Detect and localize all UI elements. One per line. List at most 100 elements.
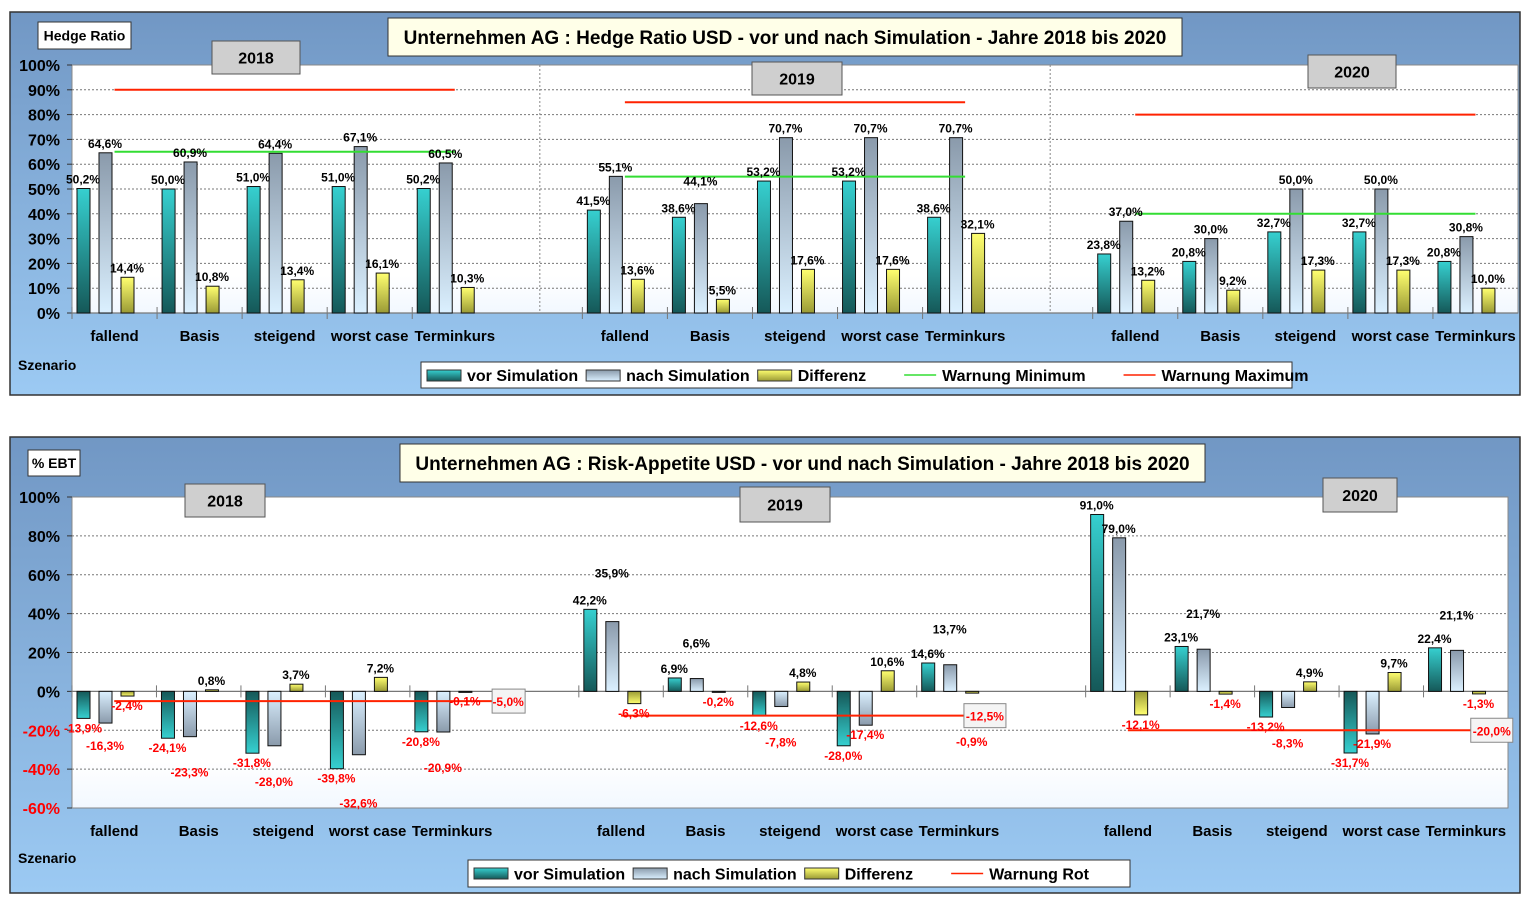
data-label: 50,0% — [1279, 173, 1313, 187]
bar-diff — [1396, 269, 1411, 314]
category-label: steigend — [252, 823, 314, 840]
bar-vor — [586, 209, 601, 314]
bar-vor — [1259, 690, 1274, 718]
data-label: -0,1% — [449, 695, 481, 709]
data-label: 53,2% — [832, 165, 866, 179]
data-label: 60,5% — [428, 147, 462, 161]
data-label: -28,0% — [824, 749, 862, 763]
legend-label: vor Simulation — [514, 867, 625, 884]
data-label: -1,4% — [1209, 697, 1241, 711]
bar-nach — [943, 664, 958, 692]
data-label: 41,5% — [576, 194, 610, 208]
y-tick-label: 60% — [28, 568, 60, 585]
category-label: worst case — [840, 328, 919, 345]
legend-label: Differenz — [845, 867, 913, 884]
legend-label: vor Simulation — [467, 368, 578, 385]
data-label: 13,6% — [620, 263, 654, 277]
bar-vor — [1428, 647, 1443, 692]
y-tick-label: 100% — [19, 58, 60, 75]
data-label: 60,9% — [173, 146, 207, 160]
data-label: 38,6% — [917, 201, 951, 215]
bar-diff — [711, 690, 726, 693]
data-label: -13,2% — [1247, 720, 1285, 734]
legend-label: Differenz — [798, 368, 866, 385]
legend-item: Warnung Minimum — [904, 368, 1086, 385]
data-label: 14,4% — [110, 261, 144, 275]
category-label: fallend — [90, 823, 138, 840]
year-label: 2020 — [1342, 488, 1378, 505]
bar-diff — [1311, 269, 1326, 314]
y-tick-label: -20% — [23, 723, 60, 740]
data-label: 17,3% — [1386, 254, 1420, 268]
year-label: 2019 — [767, 498, 803, 515]
legend-swatch — [632, 867, 668, 880]
data-label: 38,6% — [661, 201, 695, 215]
category-label: Basis — [180, 328, 220, 345]
year-label: 2020 — [1334, 65, 1370, 82]
category-label: fallend — [597, 823, 645, 840]
chart-title-box — [387, 17, 1183, 57]
category-label: Basis — [690, 328, 730, 345]
y-tick-label: -60% — [23, 801, 60, 818]
bar-vor — [1182, 260, 1197, 314]
hedge-ratio-chart: 0% 10% 20% 30% 40% 50% 60% 70% 80% 90% 100% Unterne… — [9, 11, 1521, 396]
data-label: 22,4% — [1418, 632, 1452, 646]
data-label: -31,7% — [1331, 756, 1369, 770]
bar-diff — [205, 285, 220, 314]
category-label: Terminkurs — [925, 328, 1006, 345]
category-label: steigend — [764, 328, 826, 345]
bar-nach — [436, 690, 451, 733]
data-label: 53,2% — [746, 165, 780, 179]
data-label: 55,1% — [598, 160, 632, 174]
bar-diff — [630, 278, 645, 314]
data-label: 23,8% — [1087, 238, 1121, 252]
category-label: Terminkurs — [1425, 823, 1506, 840]
category-label: fallend — [1104, 823, 1152, 840]
data-label: 13,2% — [1131, 264, 1165, 278]
category-label: Terminkurs — [919, 823, 1000, 840]
bar-diff — [460, 286, 475, 314]
data-label: -1,3% — [1463, 697, 1495, 711]
year-label-box — [1307, 54, 1397, 89]
bar-vor — [1097, 253, 1112, 314]
y-axis-title: % EBT — [32, 455, 77, 471]
legend-label: nach Simulation — [626, 368, 750, 385]
bar-vor — [416, 188, 431, 314]
y-tick-label: 50% — [28, 182, 60, 199]
data-label: 13,4% — [280, 264, 314, 278]
bar-nach — [689, 678, 704, 692]
category-label: Basis — [1192, 823, 1232, 840]
data-label: 51,0% — [236, 171, 270, 185]
bar-vor — [667, 677, 682, 692]
data-label: 23,1% — [1164, 630, 1198, 644]
legend-item: Warnung Rot — [951, 867, 1090, 884]
category-label: fallend — [90, 328, 138, 345]
year-label-box — [751, 61, 843, 96]
y-tick-label: 40% — [28, 207, 60, 224]
warning-label: -5,0% — [492, 695, 524, 709]
bar-nach — [351, 690, 366, 756]
bar-nach — [608, 175, 623, 314]
data-label: 6,6% — [683, 637, 711, 651]
data-label: -24,1% — [148, 741, 186, 755]
data-label: 50,2% — [406, 173, 440, 187]
category-label: Basis — [1200, 328, 1240, 345]
bar-vor — [752, 690, 767, 717]
bar-nach — [693, 203, 708, 314]
data-label: -32,6% — [339, 797, 377, 811]
bar-diff — [120, 276, 135, 314]
x-axis-title: Szenario — [18, 850, 76, 866]
legend-item: Differenz — [804, 867, 913, 884]
data-label: -16,3% — [86, 739, 124, 753]
y-tick-label: 20% — [28, 646, 60, 663]
y-tick-label: -40% — [23, 762, 60, 779]
data-label: 20,8% — [1427, 245, 1461, 259]
legend-swatch — [585, 369, 621, 382]
category-label: Basis — [686, 823, 726, 840]
data-label: -13,9% — [64, 721, 102, 735]
bar-nach — [864, 137, 879, 314]
risk-appetite-chart: -60% -40% -20% 0% 20% 40% 60% 80% 100% Unternehme… — [9, 436, 1521, 894]
legend-swatch — [426, 369, 462, 382]
bar-diff — [375, 272, 390, 314]
